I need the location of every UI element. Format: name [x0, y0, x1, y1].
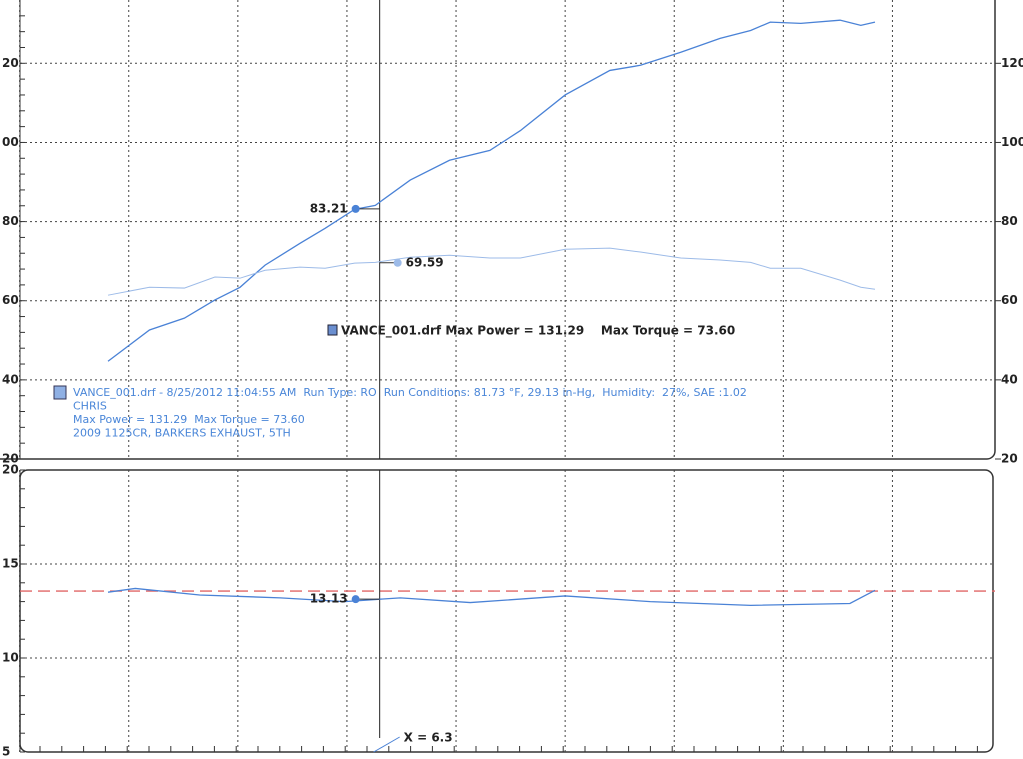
- legend-swatch: [53, 385, 67, 400]
- bottom-frame: [19, 469, 994, 753]
- y-tick-label: 15: [2, 557, 19, 571]
- cursor-pointer: [373, 736, 400, 753]
- legend-text: CHRIS: [73, 400, 107, 413]
- cursor-label: X = 6.3: [404, 731, 453, 745]
- cursor-value-label: 13.13: [310, 592, 348, 606]
- y-tick-label: 60: [2, 293, 19, 307]
- cursor-marker: [351, 595, 360, 604]
- y2-tick-label: 20: [1001, 452, 1018, 466]
- data-line: [107, 247, 876, 296]
- y-tick-label: 5: [2, 745, 10, 759]
- top-frame: [0, 0, 996, 460]
- cursor-value-label: 69.59: [406, 255, 444, 269]
- y2-tick-label: 80: [1001, 214, 1018, 228]
- legend-text: VANCE_001.drf - 8/25/2012 11:04:55 AM Ru…: [73, 386, 747, 399]
- legend-swatch: [327, 324, 338, 336]
- legend-text: 2009 1125CR, BARKERS EXHAUST, 5TH: [73, 427, 291, 440]
- y-tick-label: 10: [2, 651, 19, 665]
- y2-tick-label: 60: [1001, 293, 1018, 307]
- y-tick-label: 00: [2, 135, 19, 149]
- max-label: VANCE_001.drf Max Power = 131.29 Max Tor…: [341, 324, 735, 339]
- y2-tick-label: 120: [1001, 56, 1023, 70]
- legend-text: Max Power = 131.29 Max Torque = 73.60: [73, 413, 305, 426]
- y2-tick-label: 100: [1001, 135, 1023, 149]
- cursor-marker: [351, 204, 360, 213]
- y-tick-label: 40: [2, 372, 19, 386]
- y-tick-label: 20: [2, 452, 19, 466]
- y-tick-label: 20: [2, 56, 19, 70]
- y2-tick-label: 40: [1001, 372, 1018, 386]
- y-tick-label: 20: [2, 463, 19, 477]
- data-line: [107, 587, 876, 607]
- cursor-marker: [393, 258, 402, 267]
- y-tick-label: 80: [2, 214, 19, 228]
- cursor-value-label: 83.21: [310, 201, 348, 215]
- data-line: [107, 19, 876, 362]
